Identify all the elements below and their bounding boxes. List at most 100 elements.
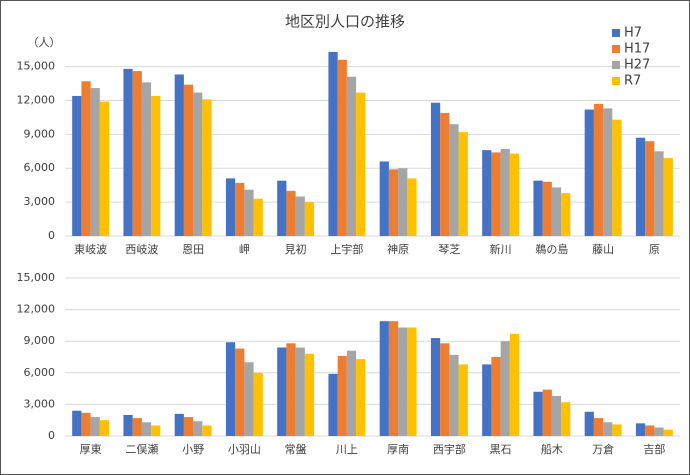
bar: [225, 178, 236, 236]
bar: [132, 418, 142, 436]
bar: [398, 327, 408, 436]
x-tick-label: 吉部: [643, 442, 665, 456]
bar: [561, 193, 571, 236]
bar: [328, 51, 338, 236]
bar: [235, 182, 245, 236]
bar: [430, 338, 441, 436]
bar: [244, 362, 254, 436]
legend-swatch: [612, 77, 620, 85]
y-axis-label: （人）: [28, 36, 61, 49]
bar: [356, 359, 366, 436]
legend-label: H17: [624, 42, 650, 57]
bar: [202, 425, 212, 436]
x-tick-label: 神原: [387, 242, 409, 256]
legend-label: H7: [624, 26, 642, 41]
bar: [430, 102, 441, 237]
x-tick-label: 黒石: [490, 443, 512, 456]
legend-swatch: [612, 61, 620, 69]
bar: [509, 333, 520, 436]
bar: [612, 424, 622, 436]
x-tick-label: 川上: [336, 443, 358, 456]
x-tick-label: 見初: [285, 242, 307, 256]
bar: [346, 350, 357, 436]
legend-swatch: [612, 29, 620, 37]
bar: [663, 429, 673, 436]
bar: [277, 180, 287, 236]
x-tick-label: 西岐波: [125, 243, 158, 256]
y-tick-label: 9,000: [24, 127, 56, 140]
bar: [542, 389, 552, 436]
bar: [645, 425, 655, 436]
bar: [202, 99, 212, 236]
x-tick-label: 新川: [490, 242, 512, 256]
y-tick-label: 9,000: [24, 334, 56, 347]
bar: [551, 395, 562, 436]
bar: [193, 92, 203, 237]
bar: [635, 423, 646, 436]
bar: [99, 420, 110, 436]
bar: [81, 81, 91, 236]
bar: [90, 417, 100, 436]
y-tick-label: 6,000: [24, 161, 56, 174]
bar: [398, 168, 408, 236]
x-tick-label: 小羽山: [228, 443, 261, 456]
bar: [440, 112, 450, 236]
y-tick-label: 0: [48, 229, 55, 242]
bar: [277, 347, 287, 436]
bar: [482, 364, 492, 436]
legend-swatch: [612, 45, 620, 53]
bar: [491, 357, 501, 436]
bar: [244, 189, 254, 236]
bar: [151, 95, 161, 236]
bar: [174, 74, 184, 237]
x-tick-label: 厚東: [80, 443, 102, 456]
bar: [379, 321, 389, 436]
bar: [328, 373, 338, 436]
x-tick-label: 船木: [541, 442, 563, 456]
bar: [458, 364, 468, 436]
bar: [225, 342, 236, 436]
bar: [99, 101, 110, 236]
bar: [491, 152, 501, 236]
x-tick-label: 原: [649, 243, 660, 256]
bar: [174, 413, 184, 436]
bar: [551, 187, 562, 236]
bar: [72, 95, 82, 236]
bar: [337, 59, 347, 236]
bar: [72, 410, 82, 436]
bar: [295, 347, 305, 436]
bar: [235, 348, 245, 436]
bar: [635, 137, 646, 236]
bar: [141, 422, 152, 436]
x-tick-label: 西宇部: [433, 442, 466, 456]
bar: [407, 327, 417, 436]
chart-title: 地区別人口の推移: [285, 13, 405, 31]
bar: [346, 76, 357, 237]
bar: [561, 402, 571, 436]
y-tick-label: 6,000: [24, 366, 56, 379]
bar: [500, 149, 510, 236]
x-tick-label: 万倉: [592, 442, 614, 456]
bar: [533, 180, 543, 236]
bar: [593, 103, 604, 236]
bar: [612, 119, 622, 236]
x-tick-label: 二俣瀬: [125, 442, 158, 456]
bar: [603, 422, 613, 436]
x-tick-label: 鵜の島: [535, 242, 568, 256]
x-tick-label: 岬: [239, 243, 250, 256]
x-tick-label: 東岐波: [74, 243, 107, 256]
y-tick-label: 3,000: [24, 195, 56, 208]
bar: [183, 84, 194, 237]
bar: [654, 151, 664, 236]
y-tick-label: 12,000: [17, 303, 56, 316]
bar: [388, 321, 399, 436]
y-tick-label: 15,000: [17, 271, 56, 284]
bar: [593, 418, 604, 436]
bar: [253, 198, 263, 236]
bar: [295, 196, 305, 236]
bar: [388, 169, 399, 236]
bar: [500, 341, 510, 436]
bar: [449, 124, 459, 236]
bar: [509, 153, 520, 236]
